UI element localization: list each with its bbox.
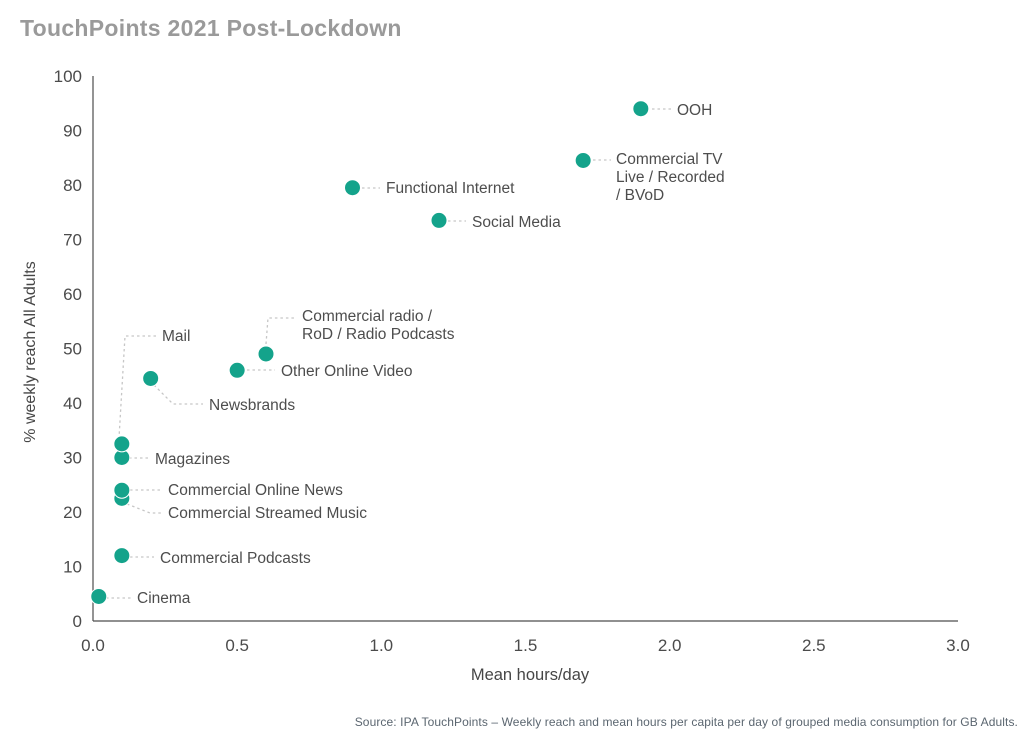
data-point-dot [90,587,108,605]
x-tick-label: 0.0 [81,636,105,655]
x-tick-label: 0.5 [225,636,249,655]
x-tick-label: 1.5 [514,636,538,655]
data-point-dot [113,481,131,499]
x-axis-title: Mean hours/day [470,666,590,684]
leader-line [126,503,162,514]
point-label: Commercial radio / RoD / Radio Podcasts [302,308,455,343]
point-label: Commercial TV Live / Recorded / BVoD [616,151,725,204]
y-tick-label: 50 [63,340,82,359]
data-point-dot [142,369,160,387]
leader-line [118,335,156,439]
y-tick-label: 40 [63,394,82,413]
data-point-dot [344,179,361,197]
point-label: Commercial Streamed Music [168,505,367,522]
x-tick-label: 3.0 [946,636,970,655]
y-tick-label: 90 [63,122,82,141]
y-tick-label: 20 [63,503,82,522]
point-label: OOH [677,102,712,119]
y-tick-label: 100 [54,67,82,86]
data-point-dot [228,361,246,379]
data-point-dot [632,100,650,118]
data-point-dot [257,345,275,363]
x-tick-label: 1.0 [370,636,394,655]
point-label: Other Online Video [281,363,413,380]
data-point-dot [574,151,592,169]
data-point-dot [430,211,448,229]
point-label: Commercial Podcasts [160,550,311,567]
point-label: Social Media [472,214,561,231]
point-label: Magazines [155,451,230,468]
chart-title: TouchPoints 2021 Post-Lockdown [20,15,402,41]
y-tick-label: 60 [63,285,82,304]
x-tick-label: 2.0 [658,636,682,655]
y-tick-label: 30 [63,449,82,468]
x-tick-label: 2.5 [802,636,826,655]
data-point-dot [113,547,131,565]
y-tick-label: 70 [63,231,82,250]
point-label: Newsbrands [209,397,295,414]
point-label: Commercial Online News [168,482,343,499]
y-tick-label: 10 [63,558,82,577]
point-label: Functional Internet [386,180,515,197]
point-label: Cinema [137,590,191,607]
point-label: Mail [162,328,190,345]
leader-line [265,317,296,345]
y-axis-title: % weekly reach All Adults [22,261,39,443]
y-tick-label: 80 [63,176,82,195]
source-note: Source: IPA TouchPoints – Weekly reach a… [354,715,1018,729]
y-tick-label: 0 [73,612,82,631]
data-point-dot [113,435,131,453]
leader-line [153,384,203,405]
